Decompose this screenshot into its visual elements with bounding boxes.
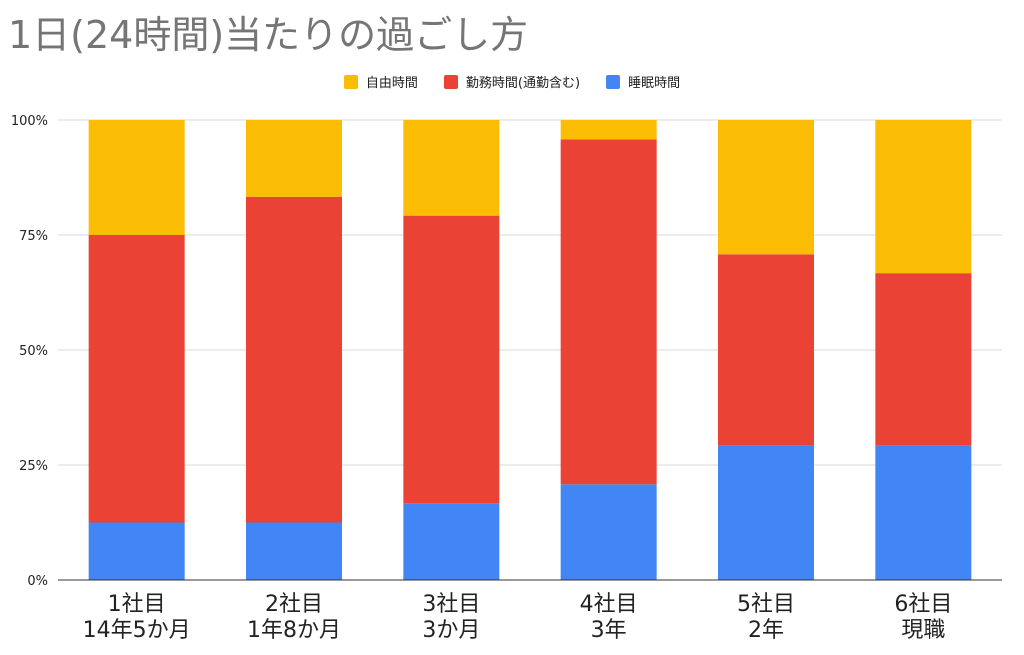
legend: 自由時間 勤務時間(通勤含む) 睡眠時間 bbox=[0, 72, 1024, 91]
legend-swatch bbox=[443, 74, 458, 89]
chart-title: 1日(24時間)当たりの過ごし方 bbox=[8, 13, 529, 57]
x-category-label: 現職 bbox=[901, 618, 945, 643]
x-category-label: 2年 bbox=[748, 618, 784, 643]
x-category-label: 14年5か月 bbox=[83, 618, 191, 643]
x-category-label: 3年 bbox=[591, 618, 627, 643]
legend-label: 睡眠時間 bbox=[628, 76, 681, 91]
x-category-label: 1社目 bbox=[108, 592, 166, 617]
y-tick-label: 100% bbox=[11, 114, 48, 129]
legend-item: 勤務時間(通勤含む) bbox=[443, 72, 581, 91]
x-category-label: 3か月 bbox=[422, 618, 480, 643]
bar-segment bbox=[560, 139, 657, 485]
bar-segment bbox=[403, 503, 500, 580]
bar-segment bbox=[560, 120, 657, 140]
legend-swatch bbox=[343, 74, 358, 89]
bar-segment bbox=[246, 120, 342, 197]
legend-item: 自由時間 bbox=[343, 72, 418, 91]
legend-label: 勤務時間(通勤含む) bbox=[465, 76, 581, 91]
bar-segment bbox=[718, 120, 814, 255]
x-category-label: 4社目 bbox=[580, 592, 638, 617]
y-tick-label: 0% bbox=[27, 574, 48, 589]
bar-segment bbox=[88, 522, 185, 580]
x-category-label: 6社目 bbox=[894, 592, 952, 617]
bar-segment bbox=[88, 120, 185, 235]
bar-segment bbox=[718, 254, 814, 446]
bar-segment bbox=[560, 484, 657, 580]
bar-segment bbox=[875, 120, 972, 274]
bar-segment bbox=[246, 522, 342, 580]
x-category-label: 3社目 bbox=[422, 592, 480, 617]
x-category-label: 2社目 bbox=[265, 592, 323, 617]
x-category-label: 5社目 bbox=[737, 592, 795, 617]
legend-swatch bbox=[606, 74, 621, 89]
bar-segment bbox=[875, 445, 972, 580]
bar-segment bbox=[403, 120, 500, 216]
y-tick-label: 50% bbox=[19, 344, 48, 359]
bar-segment bbox=[403, 215, 500, 504]
y-tick-label: 75% bbox=[19, 229, 48, 244]
bar-segment bbox=[88, 235, 185, 523]
y-tick-label: 25% bbox=[19, 459, 48, 474]
x-category-label: 1年8か月 bbox=[247, 618, 341, 643]
bar-segment bbox=[246, 196, 342, 523]
bar-segment bbox=[718, 445, 814, 580]
bar-segment bbox=[875, 273, 972, 446]
legend-label: 自由時間 bbox=[365, 76, 418, 91]
legend-item: 睡眠時間 bbox=[606, 72, 680, 91]
